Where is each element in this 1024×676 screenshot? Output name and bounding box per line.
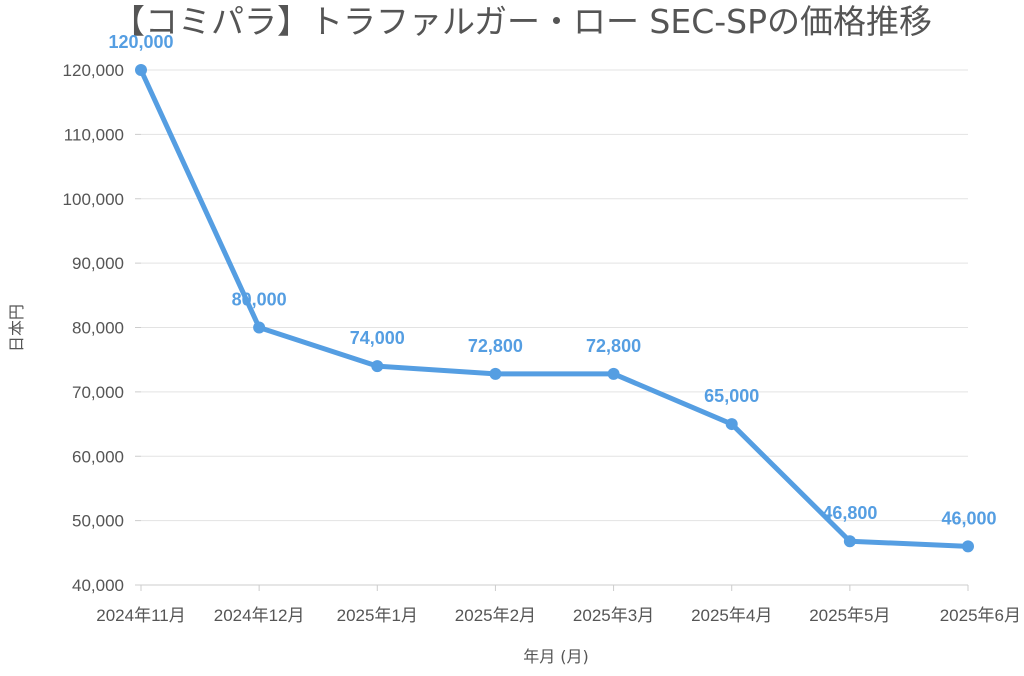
- data-label: 72,800: [586, 336, 641, 356]
- x-axis-title: 年月 (月): [523, 647, 589, 666]
- series-group: [135, 64, 974, 553]
- series-line: [138, 67, 971, 549]
- x-tick-label: 2025年3月: [573, 606, 654, 625]
- y-tick-label: 110,000: [64, 125, 124, 144]
- data-labels: 120,000 80,000 74,000 72,800 72,800 65,000 46,…: [108, 32, 996, 528]
- chart-title: 【コミパラ】トラファルガー・ロー SEC-SPの価格推移: [112, 2, 932, 41]
- y-tick-label: 90,000: [72, 254, 124, 273]
- x-tick-label: 2025年5月: [809, 606, 890, 625]
- x-tick-label: 2025年1月: [337, 606, 418, 625]
- data-point: [607, 367, 620, 380]
- x-tick-label: 2025年2月: [455, 606, 536, 625]
- data-label: 46,800: [822, 503, 877, 523]
- y-tick-label: 40,000: [72, 576, 124, 595]
- grid-lines: [141, 69, 968, 522]
- data-label: 72,800: [468, 336, 523, 356]
- data-label: 120,000: [108, 32, 173, 52]
- y-tick-label: 120,000: [63, 61, 124, 80]
- data-point: [843, 535, 856, 548]
- data-point: [489, 367, 502, 380]
- data-point: [725, 418, 738, 431]
- y-axis-title: 日本円: [7, 304, 26, 352]
- data-point: [962, 540, 974, 553]
- y-tick-label: 100,000: [63, 190, 124, 209]
- data-point: [371, 360, 384, 373]
- y-tick-label: 70,000: [72, 383, 124, 402]
- x-tick-label: 2025年4月: [691, 606, 772, 625]
- x-axis-ticks: 2024年11月 2024年12月 2025年1月 2025年2月 2025年3月 202…: [96, 585, 1021, 625]
- data-point: [135, 64, 147, 76]
- data-label: 46,000: [941, 508, 996, 528]
- y-tick-label: 80,000: [72, 319, 124, 338]
- data-label: 80,000: [232, 290, 287, 310]
- x-tick-label: 2025年6月: [940, 606, 1021, 625]
- x-tick-label: 2024年11月: [96, 606, 185, 625]
- y-tick-label: 50,000: [72, 512, 124, 531]
- y-tick-label: 60,000: [72, 447, 124, 466]
- x-tick-label: 2024年12月: [214, 606, 305, 625]
- y-axis-ticks: 40,000 50,000 60,000 70,000 80,000 90,000 100,…: [63, 61, 141, 595]
- data-label: 74,000: [350, 328, 405, 348]
- data-label: 65,000: [704, 386, 759, 406]
- data-point: [253, 321, 266, 334]
